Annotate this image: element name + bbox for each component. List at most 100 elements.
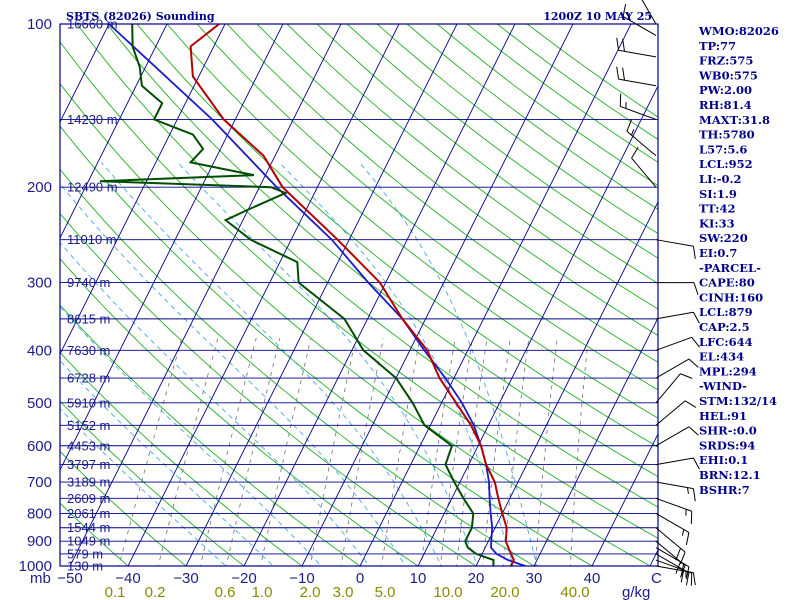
height-label: 2609 m <box>67 491 110 506</box>
wind-barb <box>641 0 657 25</box>
wind-barb <box>655 373 693 404</box>
height-label: 12490 m <box>67 180 118 195</box>
temperature-tick-label: −40 <box>115 570 140 587</box>
barb-half-feather <box>631 129 635 136</box>
temperature-tick-label: 10 <box>410 570 427 587</box>
dry-adiabat <box>136 24 658 448</box>
barb-half-feather <box>627 13 631 20</box>
isotherm <box>359 24 632 566</box>
pressure-tick-label: 400 <box>27 342 52 359</box>
height-label: 2061 m <box>67 506 110 521</box>
index-value: CINH:160 <box>699 290 763 304</box>
barb-staff <box>618 49 657 58</box>
wind-barb <box>656 282 699 295</box>
wind-barb <box>631 147 657 188</box>
mixing-ratio-line <box>420 338 456 566</box>
height-label: 9740 m <box>67 275 110 290</box>
barb-feather <box>675 561 681 574</box>
height-label: 8615 m <box>67 311 110 326</box>
dry-adiabat <box>346 24 658 259</box>
temperature-tick-label: −10 <box>289 570 314 587</box>
barb-staff <box>620 105 657 120</box>
height-label: 1544 m <box>67 520 110 535</box>
wind-barb <box>655 497 693 524</box>
barb-staff <box>655 426 690 447</box>
pressure-tick-label: 200 <box>27 179 52 196</box>
sounding-time: 1200Z 10 MAY 25 <box>543 10 652 23</box>
index-value: EI:0.7 <box>699 246 737 260</box>
mixing-ratio-line <box>260 338 312 566</box>
isotherm <box>301 24 574 566</box>
height-label: 5152 m <box>67 418 110 433</box>
wind-barb <box>655 513 690 545</box>
mixing-ratio-line <box>535 338 558 566</box>
index-value: TT:42 <box>699 202 736 216</box>
barb-feather <box>631 147 639 159</box>
barb-feather <box>693 282 699 295</box>
index-value: STM:132/14 <box>699 394 777 408</box>
indices-panel: WMO:82026TP:77FRZ:575WB0:575PW:2.00RH:81… <box>698 24 779 497</box>
pressure-tick-label: 800 <box>27 505 52 522</box>
barb-feather <box>688 426 699 436</box>
index-value: SI:1.9 <box>699 187 737 201</box>
barb-staff <box>655 336 692 351</box>
wind-barbs <box>616 0 700 586</box>
barb-staff <box>655 481 694 490</box>
temperature-tick-label: −50 <box>57 570 82 587</box>
index-value: EHI:0.1 <box>699 453 748 467</box>
height-label: 4453 m <box>67 438 110 453</box>
pressure-tick-label: 300 <box>27 275 52 292</box>
barb-feather <box>692 572 696 586</box>
height-label: 130 m <box>67 559 103 574</box>
isotherm <box>417 84 658 566</box>
dry-adiabat <box>60 258 419 566</box>
mixing-ratio-line <box>439 338 473 566</box>
pressure-unit-label: mb <box>30 570 51 587</box>
barb-staff <box>655 457 694 466</box>
height-label: 6728 m <box>67 371 110 386</box>
barb-feather <box>616 37 620 51</box>
barb-feather <box>622 38 625 52</box>
height-label: 3189 m <box>67 475 110 490</box>
wind-barb <box>655 481 696 502</box>
index-value: BRN:12.1 <box>699 468 761 482</box>
wind-barb <box>655 426 699 447</box>
mixing-ratio-tick-label: 1.0 <box>252 584 273 600</box>
wind-barb <box>655 336 700 351</box>
barb-feather <box>680 373 693 379</box>
dry-adiabat <box>256 24 658 336</box>
pressure-tick-label: 700 <box>27 474 52 491</box>
mixing-ratio-tick-label: 0.6 <box>215 584 236 600</box>
temperature-tick-label: −30 <box>173 570 198 587</box>
index-value: FRZ:575 <box>699 54 753 68</box>
mixing-ratio-line <box>340 338 384 566</box>
height-label: 16660 m <box>67 17 118 32</box>
barb-feather <box>692 312 700 324</box>
height-label: 1049 m <box>67 534 110 549</box>
pressure-tick-label: 1000 <box>19 558 52 575</box>
barb-staff <box>655 540 686 567</box>
barb-feather <box>679 565 686 578</box>
mixing-ratio-line <box>502 338 530 566</box>
barb-staff <box>655 311 694 320</box>
wind-barb <box>655 540 686 578</box>
barb-feather <box>692 246 696 259</box>
barb-feather <box>688 358 699 368</box>
index-value: LFC:644 <box>699 335 753 349</box>
barb-feather <box>675 548 681 561</box>
wind-barb <box>655 311 700 324</box>
index-value: LCL:952 <box>699 157 753 171</box>
mixing-ratio-tick-label: 2.0 <box>300 584 321 600</box>
index-value: -WIND- <box>699 379 747 393</box>
wind-barb <box>655 400 697 426</box>
dry-adiabat <box>166 24 658 419</box>
dry-adiabat <box>316 24 658 284</box>
mixing-ratio-line <box>118 338 183 566</box>
barb-staff <box>631 157 657 188</box>
temperature-trace <box>189 24 515 566</box>
barb-staff <box>641 0 657 25</box>
temperature-tick-label: 20 <box>468 570 485 587</box>
barb-staff <box>655 373 681 404</box>
pressure-tick-label: 500 <box>27 395 52 412</box>
isotherm <box>127 24 400 566</box>
